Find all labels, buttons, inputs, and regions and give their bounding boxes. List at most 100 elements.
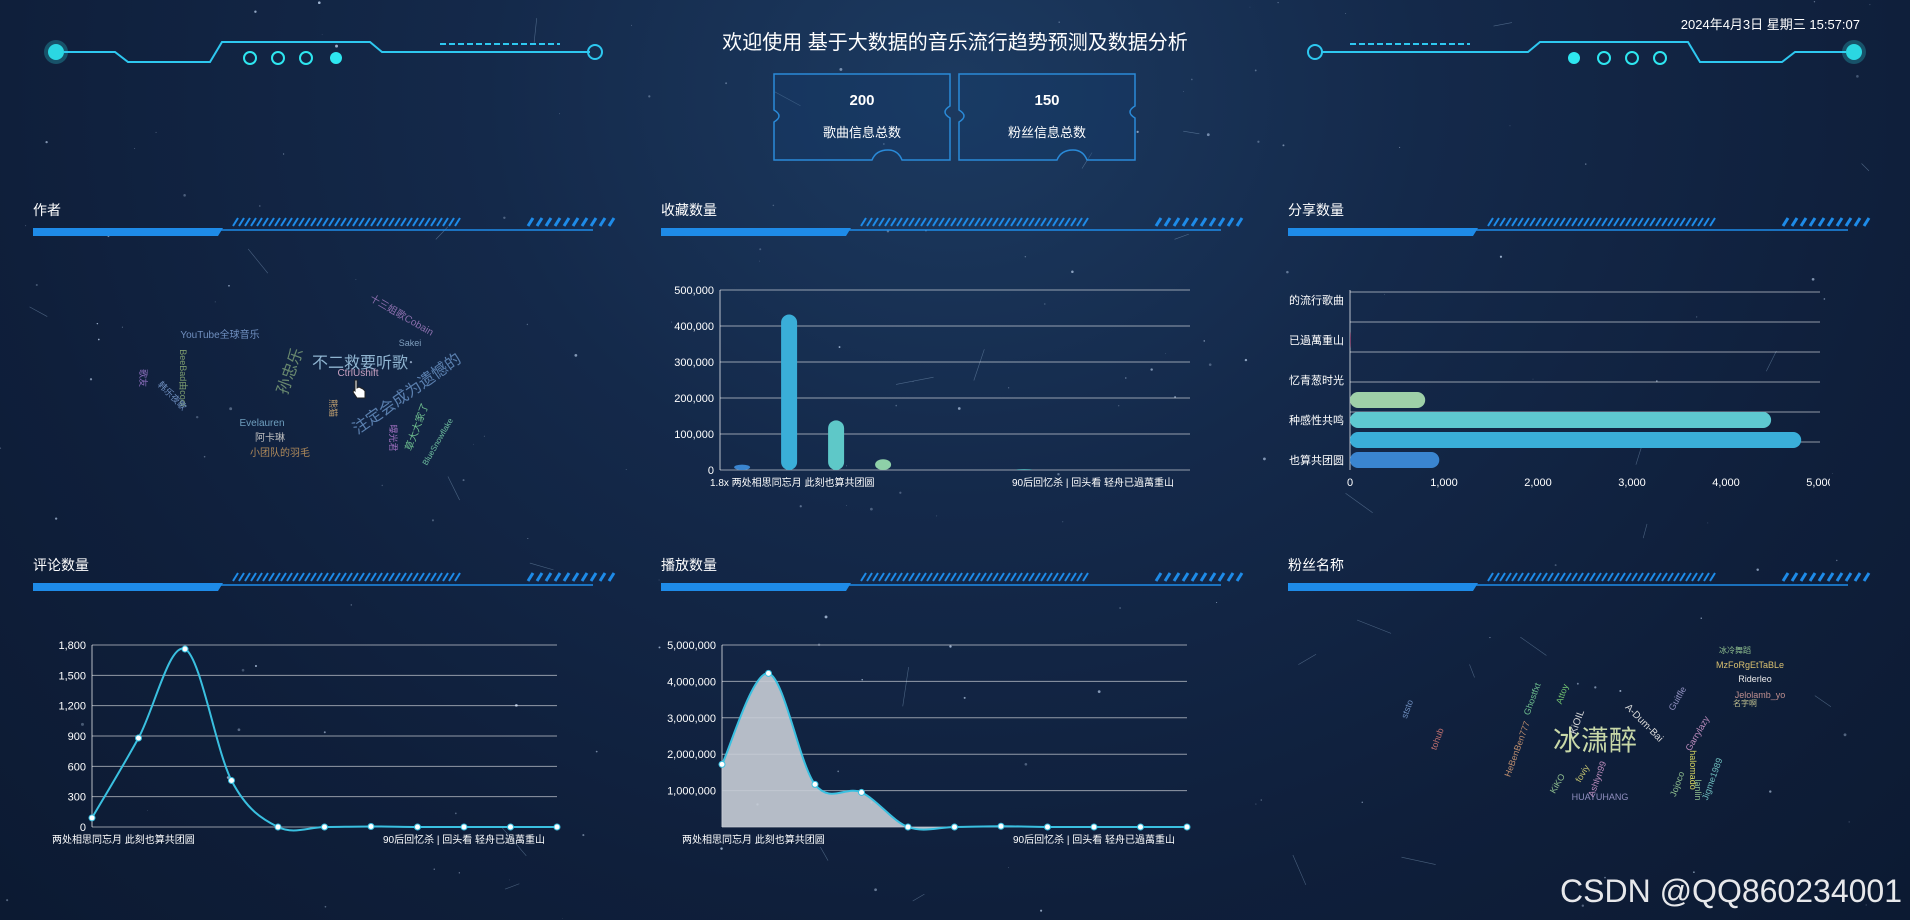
- star: [96, 322, 99, 325]
- star: [1257, 140, 1260, 143]
- bar-hatch: [1613, 217, 1620, 227]
- stat-card-fans: 150 粉丝信息总数: [957, 72, 1137, 162]
- bar-hatch: [1703, 217, 1710, 227]
- bar-hatch: [400, 572, 407, 582]
- star: [942, 47, 945, 49]
- y-tick-label: 种感性共鸣: [1289, 413, 1344, 427]
- y-tick-label: 200,000: [674, 393, 714, 405]
- bar-hatch: [232, 217, 239, 227]
- star-streak: [1345, 493, 1373, 513]
- bar-hatch: [1070, 572, 1077, 582]
- bar-hatch: [376, 217, 383, 227]
- bar-hatch-bold: [571, 217, 580, 227]
- bar-hatch: [878, 217, 885, 227]
- word: Guitfle: [1667, 685, 1689, 713]
- bar-hatch-bold: [544, 572, 553, 582]
- bar-hatch: [424, 217, 431, 227]
- bar-hatch: [1583, 572, 1590, 582]
- star: [1832, 472, 1833, 474]
- bar-hatch: [908, 572, 915, 582]
- star: [824, 615, 828, 619]
- panel-header-bar: [1288, 217, 1871, 236]
- star: [1823, 298, 1826, 300]
- bar-hatch: [1631, 217, 1638, 227]
- bar-hatch: [454, 217, 461, 227]
- bar: [1350, 412, 1772, 428]
- bar-hatch-bold: [1853, 572, 1862, 582]
- star: [203, 455, 206, 458]
- play-area-chart[interactable]: 1,000,000 2,000,000 3,000,000 4,000,000 5,00…: [650, 630, 1210, 855]
- star: [1619, 689, 1622, 692]
- bar-hatch: [1613, 572, 1620, 582]
- star: [899, 491, 902, 494]
- star: [1024, 255, 1027, 258]
- bar-hatch: [1052, 572, 1059, 582]
- bar-hatch: [1685, 217, 1692, 227]
- stat-card-songs: 200 歌曲信息总数: [772, 72, 952, 162]
- bar-hatch: [1571, 217, 1578, 227]
- bar-hatch: [974, 217, 981, 227]
- x-tick-label: 0: [1347, 477, 1353, 489]
- bar-hatch: [1559, 217, 1566, 227]
- bar-hatch: [1523, 572, 1530, 582]
- bar-hatch: [424, 572, 431, 582]
- bar-hatch-bold: [1862, 217, 1871, 227]
- bar-hatch-bold: [1862, 572, 1871, 582]
- bar-hatch: [1493, 572, 1500, 582]
- bar-hatch: [274, 217, 281, 227]
- word: HUAYUHANG: [1572, 792, 1629, 802]
- star: [1263, 457, 1266, 461]
- bar-hatch: [1595, 572, 1602, 582]
- bar-hatch: [944, 572, 951, 582]
- bar-hatch: [358, 217, 365, 227]
- bar-hatch-bold: [1190, 572, 1199, 582]
- panel-header-bar: [661, 572, 1244, 591]
- bar-hatch: [1607, 572, 1614, 582]
- star: [97, 338, 100, 341]
- bar-hatch: [986, 217, 993, 227]
- bar-hatch: [1619, 572, 1626, 582]
- star: [183, 194, 186, 197]
- comment-line-chart[interactable]: 0 300 600 900 1,200 1,500 1,800 两处相思同忘月 此刻也算共团圆…: [20, 630, 580, 855]
- panel-title-collect: 收藏数量: [661, 202, 717, 218]
- bar-hatch: [1679, 217, 1686, 227]
- collect-bar-chart[interactable]: 0 100,000 200,000 300,000 400,000 500,000 1.8x…: [650, 275, 1210, 500]
- bar-hatch: [232, 572, 239, 582]
- star: [882, 143, 885, 145]
- data-point: [321, 823, 328, 831]
- star: [80, 722, 84, 726]
- star: [1707, 522, 1709, 524]
- bar-hatch: [890, 217, 897, 227]
- x-tick-label: 两处相思同忘月 此刻也算共团圆: [682, 833, 825, 846]
- star: [1024, 762, 1028, 766]
- share-bar-chart[interactable]: 0 1,000 2,000 3,000 4,000 5,000 也算共团圆 种感性共鸣 忆青葱时…: [1270, 280, 1830, 500]
- star: [1062, 521, 1064, 523]
- word: Garrylazy: [1683, 714, 1711, 753]
- bar-hatch: [1589, 572, 1596, 582]
- bar-hatch: [286, 572, 293, 582]
- star: [1813, 1, 1816, 3]
- bar-hatch-bold: [598, 572, 607, 582]
- word: Sakei: [399, 338, 422, 348]
- bar-hatch: [328, 572, 335, 582]
- bar-hatch: [316, 572, 323, 582]
- star-streak: [1356, 619, 1392, 634]
- x-tick-label: 90后回忆杀 | 回头看 轻舟已過萬重山: [1013, 833, 1175, 846]
- bar-hatch: [280, 217, 287, 227]
- bar-hatch: [322, 217, 329, 227]
- bar-hatch: [1052, 217, 1059, 227]
- bar-hatch: [340, 217, 347, 227]
- bar-hatch: [1709, 217, 1716, 227]
- star: [1125, 377, 1127, 379]
- bar-hatch: [1535, 572, 1542, 582]
- bar-hatch: [334, 572, 341, 582]
- star: [759, 260, 760, 262]
- star: [625, 469, 627, 470]
- word: 冰冷舞蹈: [1719, 645, 1751, 655]
- star-streak: [447, 476, 460, 501]
- bar-hatch: [1601, 572, 1608, 582]
- y-tick-label: 4,000,000: [667, 676, 716, 688]
- star: [35, 283, 38, 287]
- bar-hatch: [1553, 572, 1560, 582]
